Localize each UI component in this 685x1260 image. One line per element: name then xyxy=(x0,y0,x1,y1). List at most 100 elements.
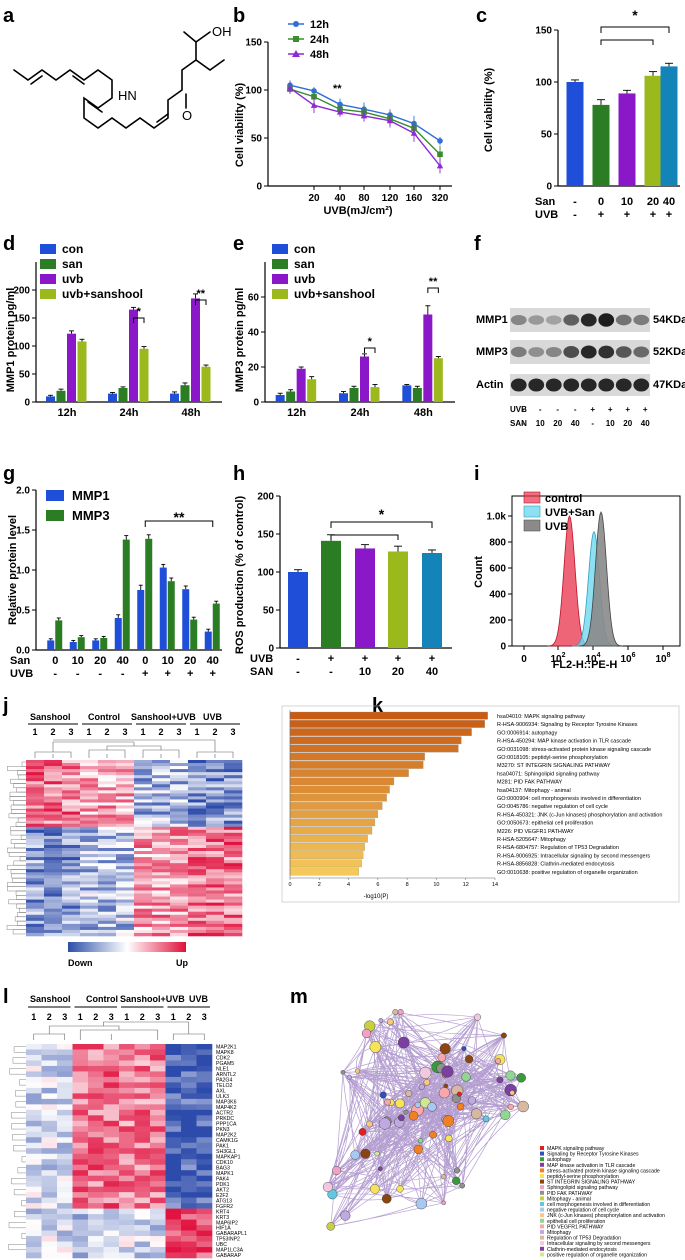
legend-swatch xyxy=(40,259,56,269)
gene-labels: MAP2K1MAPK8CDK2PGAM5NLE1ARNTL2PA2G4TELO2… xyxy=(216,1045,247,1260)
heatmap-cell xyxy=(57,1082,73,1089)
heatmap-cell xyxy=(134,793,153,797)
legend-label: uvb+sanshool xyxy=(62,287,143,301)
network-node xyxy=(327,1189,338,1200)
heatmap-cell xyxy=(88,1104,104,1111)
blot-band xyxy=(510,314,527,326)
heatmap-cell xyxy=(206,854,225,858)
legend-label: epithelial cell proliferation xyxy=(547,1219,605,1225)
term-label: R-HSA-8856828: Clathrin-mediated endocyt… xyxy=(497,862,615,868)
heatmap-cell xyxy=(62,760,81,764)
network-node xyxy=(413,1144,423,1154)
heatmap-cell xyxy=(88,1049,104,1056)
heatmap-cell xyxy=(103,1126,120,1133)
heatmap-cell xyxy=(181,1241,197,1248)
heatmap-cell xyxy=(119,1225,135,1231)
bar-uvb xyxy=(191,298,200,402)
heatmap-cell xyxy=(80,905,99,909)
heatmap-cell xyxy=(134,920,153,925)
heatmap-cell xyxy=(165,1181,182,1187)
heatmap-cell xyxy=(103,1109,120,1116)
data-point xyxy=(337,101,343,108)
bar-MMP1 xyxy=(159,567,167,650)
heatmap-cell xyxy=(134,902,153,906)
heatmap-cell xyxy=(88,1208,104,1215)
replicate-label: 2 xyxy=(93,1012,98,1022)
replicate-label: 2 xyxy=(212,727,217,737)
network-node xyxy=(452,1176,461,1186)
heatmap-cell xyxy=(98,784,117,788)
heatmap-cell xyxy=(62,929,81,934)
heatmap-cell xyxy=(188,860,207,864)
legend-swatch xyxy=(40,274,56,284)
heatmap-cell xyxy=(134,799,153,803)
enrichment-bar xyxy=(289,711,488,720)
legend-label: uvb xyxy=(294,272,315,286)
heatmap-cell xyxy=(41,1181,58,1187)
heatmap-cell xyxy=(181,1131,197,1138)
y-axis-label: Count xyxy=(473,556,485,588)
condition-label: 40 xyxy=(207,655,219,667)
heatmap-cell xyxy=(116,781,135,785)
heatmap-cell xyxy=(98,881,117,885)
bar xyxy=(592,104,610,186)
heatmap-cell xyxy=(103,1219,120,1226)
heatmap-cell xyxy=(224,860,243,864)
heatmap-cell xyxy=(134,1104,151,1111)
heatmap-cell xyxy=(134,1197,151,1204)
significance-marker: ** xyxy=(333,83,342,95)
heatmap-cell xyxy=(26,1247,42,1253)
heatmap-cell xyxy=(57,1159,73,1166)
heatmap-cell xyxy=(150,1175,166,1182)
heatmap-cell xyxy=(224,896,243,900)
y-tick-label: 0 xyxy=(268,644,274,655)
heatmap-cell xyxy=(165,1170,182,1176)
heatmap-cell xyxy=(119,1159,135,1166)
heatmap-cell xyxy=(62,778,81,782)
heatmap-cell xyxy=(44,848,63,852)
heatmap-cell xyxy=(103,1054,120,1061)
heatmap-cell xyxy=(188,893,207,897)
heatmap-cell xyxy=(88,1192,104,1198)
heatmap-cell xyxy=(116,887,135,891)
y-tick-label: 200 xyxy=(489,616,506,627)
heatmap-cell xyxy=(116,811,135,815)
legend-label: autophagy xyxy=(547,1157,572,1163)
heatmap-cell xyxy=(170,799,189,803)
bar-MMP1 xyxy=(137,590,145,650)
network-node xyxy=(366,1120,373,1128)
heatmap-cell xyxy=(88,1098,104,1105)
heatmap-cell xyxy=(224,838,243,843)
heatmap-cell xyxy=(134,1252,151,1259)
heatmap-cell xyxy=(26,1115,42,1122)
heatmap-cell xyxy=(44,823,63,828)
heatmap-cell xyxy=(206,878,225,882)
heatmap-cell xyxy=(170,802,189,806)
heatmap-cell xyxy=(80,890,99,894)
heatmap-cell xyxy=(188,760,207,764)
heatmap-cell xyxy=(80,760,99,764)
series-line-48h xyxy=(289,87,441,167)
heatmap-cell xyxy=(206,769,225,773)
data-point xyxy=(360,112,368,119)
network-node xyxy=(340,1070,346,1075)
heatmap-cell xyxy=(72,1247,89,1253)
heatmap-cell xyxy=(26,872,45,876)
network-node xyxy=(369,1041,382,1053)
heatmap-cell xyxy=(206,923,225,928)
significance-marker: ** xyxy=(174,509,185,525)
heatmap-cell xyxy=(134,1131,151,1138)
heatmap-cell xyxy=(152,763,171,767)
heatmap-cell xyxy=(119,1148,135,1155)
heatmap-cell xyxy=(224,766,243,770)
heatmap-cell xyxy=(150,1214,166,1220)
heatmap-cell xyxy=(206,902,225,906)
heatmap-cell xyxy=(134,802,153,806)
heatmap-cell xyxy=(62,835,81,840)
heatmap-cell xyxy=(80,823,99,828)
heatmap-cell xyxy=(206,760,225,764)
condition-label: - xyxy=(573,196,577,208)
network-node xyxy=(441,1200,446,1206)
heatmap-cell xyxy=(152,896,171,900)
